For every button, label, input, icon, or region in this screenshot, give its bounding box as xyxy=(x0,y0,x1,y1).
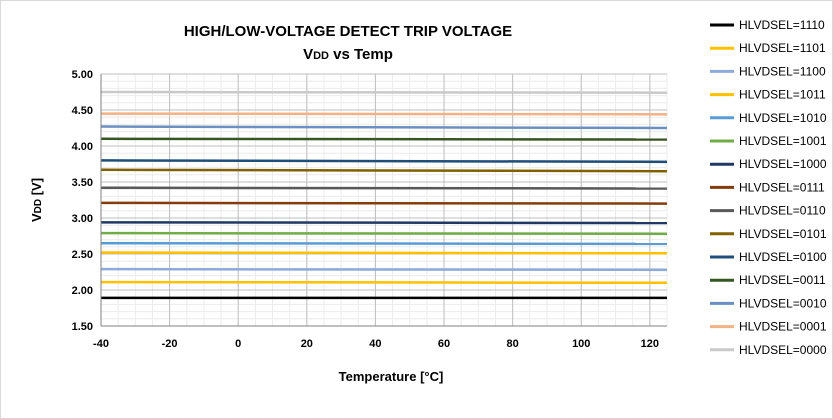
x-tick-label: -40 xyxy=(93,338,109,350)
ylabel-rest: [V] xyxy=(29,178,44,199)
subtitle-subscript: DD xyxy=(313,50,329,62)
legend: HLVDSEL=1110 HLVDSEL=1101 HLVDSEL=1100 HLVD… xyxy=(710,18,827,357)
series-lines xyxy=(100,90,668,300)
subtitle-main: V xyxy=(303,46,313,63)
y-tick-label: 3.00 xyxy=(72,213,93,225)
x-tick-label: 60 xyxy=(438,338,450,350)
series-line-10 xyxy=(100,159,668,164)
legend-label-11: HLVDSEL=0011 xyxy=(739,273,826,287)
series-line-14 xyxy=(100,90,668,94)
y-axis-label: VDD [V] xyxy=(29,178,44,222)
legend-label-6: HLVDSEL=1000 xyxy=(739,157,827,171)
series-line-12 xyxy=(100,125,668,130)
ylabel-main: V xyxy=(29,213,44,222)
legend-label-12: HLVDSEL=0010 xyxy=(739,296,827,310)
legend-label-14: HLVDSEL=0000 xyxy=(739,343,827,357)
x-tick-label: 20 xyxy=(301,338,313,350)
series-line-3 xyxy=(100,251,668,255)
legend-label-1: HLVDSEL=1101 xyxy=(739,41,826,55)
series-line-4 xyxy=(100,241,668,246)
chart-subtitle: VDD vs Temp xyxy=(303,46,393,63)
x-tick-label: 100 xyxy=(572,338,590,350)
legend-label-13: HLVDSEL=0001 xyxy=(739,320,827,334)
y-tick-label: 5.00 xyxy=(72,69,93,81)
legend-label-4: HLVDSEL=1010 xyxy=(739,111,827,125)
series-line-11 xyxy=(100,137,668,141)
x-tick-label: 120 xyxy=(641,338,659,350)
y-tick-label: 3.50 xyxy=(72,177,93,189)
y-tick-labels: 1.50 2.00 2.50 3.00 3.50 4.00 4.50 5.00 xyxy=(72,69,93,333)
series-line-7 xyxy=(100,201,668,205)
axes xyxy=(100,74,667,327)
x-tick-label: 0 xyxy=(235,338,241,350)
series-line-6 xyxy=(100,221,668,225)
legend-label-5: HLVDSEL=1001 xyxy=(739,134,827,148)
legend-label-7: HLVDSEL=0111 xyxy=(739,180,825,194)
y-tick-label: 1.50 xyxy=(72,321,93,333)
y-tick-label: 2.00 xyxy=(72,285,93,297)
legend-label-8: HLVDSEL=0110 xyxy=(739,204,826,218)
y-tick-label: 4.50 xyxy=(72,105,93,117)
series-line-5 xyxy=(100,231,668,236)
subtitle-rest: vs Temp xyxy=(329,46,393,63)
y-tick-label: 4.00 xyxy=(72,141,93,153)
x-tick-label: 40 xyxy=(369,338,381,350)
series-line-9 xyxy=(100,168,668,173)
legend-label-0: HLVDSEL=1110 xyxy=(739,18,825,32)
series-line-13 xyxy=(100,112,668,116)
legend-label-2: HLVDSEL=1100 xyxy=(739,64,826,78)
x-tick-label: -20 xyxy=(162,338,178,350)
ylabel-subscript: DD xyxy=(33,199,44,213)
x-axis-label: Temperature [°C] xyxy=(339,369,444,384)
series-line-2 xyxy=(100,267,668,272)
legend-label-10: HLVDSEL=0100 xyxy=(739,250,827,264)
legend-label-3: HLVDSEL=1011 xyxy=(739,88,826,102)
legend-label-9: HLVDSEL=0101 xyxy=(739,227,827,241)
x-tick-labels: -40 -20 0 20 40 60 80 100 120 xyxy=(93,338,659,350)
x-tick-label: 80 xyxy=(507,338,519,350)
y-tick-label: 2.50 xyxy=(72,249,93,261)
series-line-1 xyxy=(100,280,668,285)
chart-title: HIGH/LOW-VOLTAGE DETECT TRIP VOLTAGE xyxy=(184,23,512,40)
series-line-8 xyxy=(100,186,668,190)
